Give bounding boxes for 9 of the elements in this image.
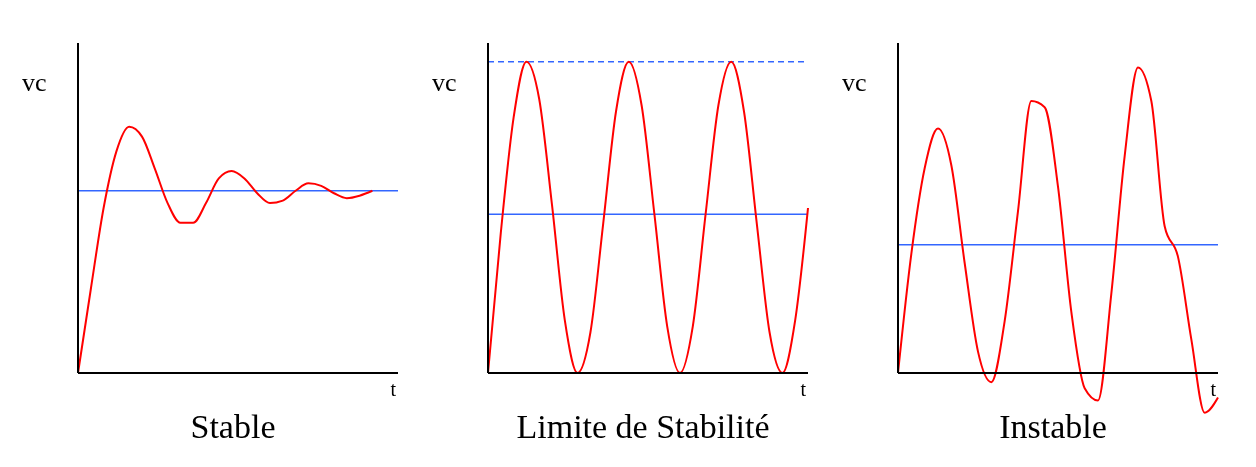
x-axis-title: t [390, 378, 396, 401]
y-axis-title: vc [432, 68, 457, 98]
text: Limite de Stabilité [515, 408, 771, 446]
text: Stable [189, 408, 277, 446]
text: Instable [998, 408, 1108, 446]
x-axis-title: t [1210, 378, 1216, 401]
y-axis-title: vc [22, 68, 47, 98]
x-axis-title: t [800, 378, 806, 401]
y-axis-title: vc [842, 68, 867, 98]
